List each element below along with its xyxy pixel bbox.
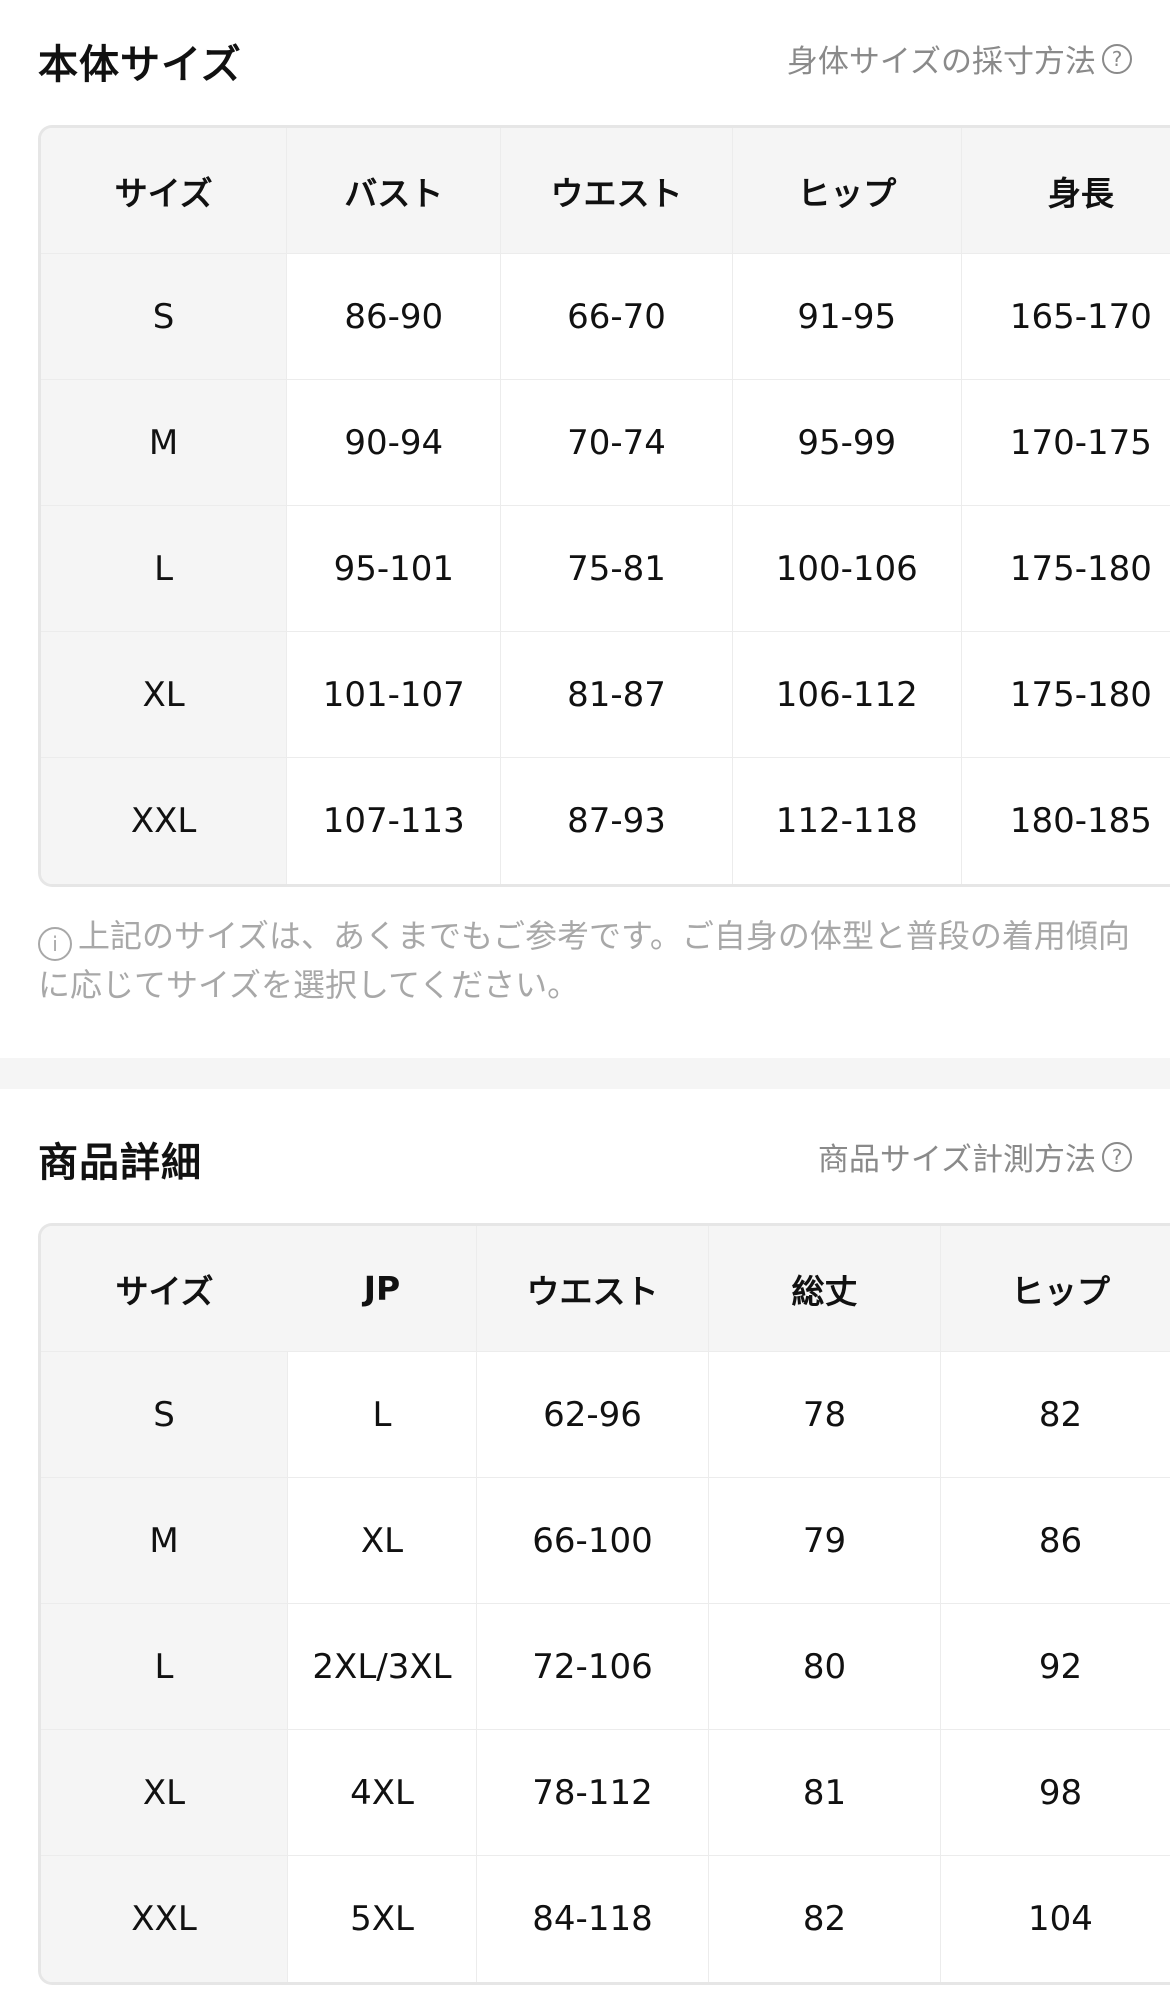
table-cell: 75-81 [501,506,733,631]
info-icon: i [38,927,72,961]
table-cell: 87-93 [501,758,733,884]
table-row: XL 101-107 81-87 106-112 175-180 [41,632,1170,758]
section-divider [0,1058,1170,1089]
body-size-title: 本体サイズ [38,42,242,88]
product-details-table: サイズ JP ウエスト 総丈 ヒップ S L 62-96 78 82 M XL 66-100 79 86 L 2… [38,1223,1170,1985]
table-cell: 98 [941,1730,1170,1855]
table-cell: 62-96 [477,1352,709,1477]
column-header: バスト [287,128,502,253]
table-cell: 72-106 [477,1604,709,1729]
table-cell: 5XL [288,1856,477,1982]
table-cell: XXL [41,758,288,884]
table-header-row: サイズ JP ウエスト 総丈 ヒップ [41,1226,1170,1352]
table-cell: XXL [41,1856,288,1982]
table-row: XXL 5XL 84-118 82 104 [41,1856,1170,1982]
column-header: ウエスト [501,128,733,253]
table-cell: 104 [941,1856,1170,1982]
table-cell: 78 [709,1352,941,1477]
table-cell: 112-118 [733,758,962,884]
table-cell: 66-70 [501,254,733,379]
table-cell: S [41,254,288,379]
table-cell: 4XL [288,1730,477,1855]
table-cell: L [41,506,288,631]
table-cell: XL [41,1730,288,1855]
table-cell: 175-180 [962,632,1170,757]
table-cell: 70-74 [501,380,733,505]
table-cell: S [41,1352,288,1477]
table-cell: XL [288,1478,477,1603]
table-cell: 2XL/3XL [288,1604,477,1729]
help-link-label: 身体サイズの採寸方法 [786,44,1096,80]
table-cell: 100-106 [733,506,962,631]
table-cell: 180-185 [962,758,1170,884]
help-link-label: 商品サイズ計測方法 [817,1142,1096,1178]
column-header: 身長 [961,128,1170,253]
column-header: 総丈 [709,1226,941,1351]
question-icon: ? [1102,1141,1132,1172]
table-row: M 90-94 70-74 95-99 170-175 [41,380,1170,506]
table-cell: 90-94 [287,380,502,505]
table-cell: 101-107 [287,632,502,757]
table-cell: 66-100 [477,1478,709,1603]
table-row: XL 4XL 78-112 81 98 [41,1730,1170,1856]
table-cell: 107-113 [287,758,502,884]
table-cell: 81 [709,1730,941,1855]
table-cell: 92 [941,1604,1170,1729]
table-cell: XL [41,632,288,757]
table-cell: 170-175 [962,380,1170,505]
column-header: ウエスト [477,1226,709,1351]
table-cell: M [41,380,288,505]
column-header: サイズ [41,128,288,253]
body-size-table: サイズ バスト ウエスト ヒップ 身長 S 86-90 66-70 91-95 165-170 M 9… [38,125,1170,887]
size-note: i 上記のサイズは、あくまでもご参考です。ご自身の体型と普段の着用傾向に応じてサイ… [38,912,1138,1009]
table-cell: M [41,1478,288,1603]
column-header: ヒップ [732,128,962,253]
table-cell: 84-118 [477,1856,709,1982]
body-measure-help-link[interactable]: 身体サイズの採寸方法 ? [787,36,1132,81]
table-cell: 86 [941,1478,1170,1603]
table-cell: L [288,1352,477,1477]
table-cell: 81-87 [501,632,733,757]
table-row: L 2XL/3XL 72-106 80 92 [41,1604,1170,1730]
table-cell: 86-90 [287,254,502,379]
table-cell: 106-112 [733,632,962,757]
table-row: S 86-90 66-70 91-95 165-170 [41,254,1170,380]
table-cell: 79 [709,1478,941,1603]
table-cell: 95-99 [733,380,962,505]
table-header-row: サイズ バスト ウエスト ヒップ 身長 [41,128,1170,254]
table-row: S L 62-96 78 82 [41,1352,1170,1478]
table-cell: 80 [709,1604,941,1729]
column-header: JP [288,1226,477,1351]
product-measure-help-link[interactable]: 商品サイズ計測方法 ? [818,1134,1132,1179]
size-note-text: 上記のサイズは、あくまでもご参考です。ご自身の体型と普段の着用傾向に応じてサイズ… [38,917,1130,1004]
table-cell: 165-170 [962,254,1170,379]
table-cell: 82 [709,1856,941,1982]
product-details-title: 商品詳細 [38,1140,202,1186]
table-cell: 91-95 [733,254,962,379]
table-row: M XL 66-100 79 86 [41,1478,1170,1604]
column-header: サイズ [41,1226,288,1351]
table-cell: 78-112 [477,1730,709,1855]
table-cell: L [41,1604,288,1729]
table-row: XXL 107-113 87-93 112-118 180-185 [41,758,1170,884]
table-cell: 95-101 [287,506,502,631]
table-cell: 175-180 [962,506,1170,631]
table-row: L 95-101 75-81 100-106 175-180 [41,506,1170,632]
column-header: ヒップ [941,1226,1170,1351]
question-icon: ? [1102,43,1132,74]
table-cell: 82 [941,1352,1170,1477]
